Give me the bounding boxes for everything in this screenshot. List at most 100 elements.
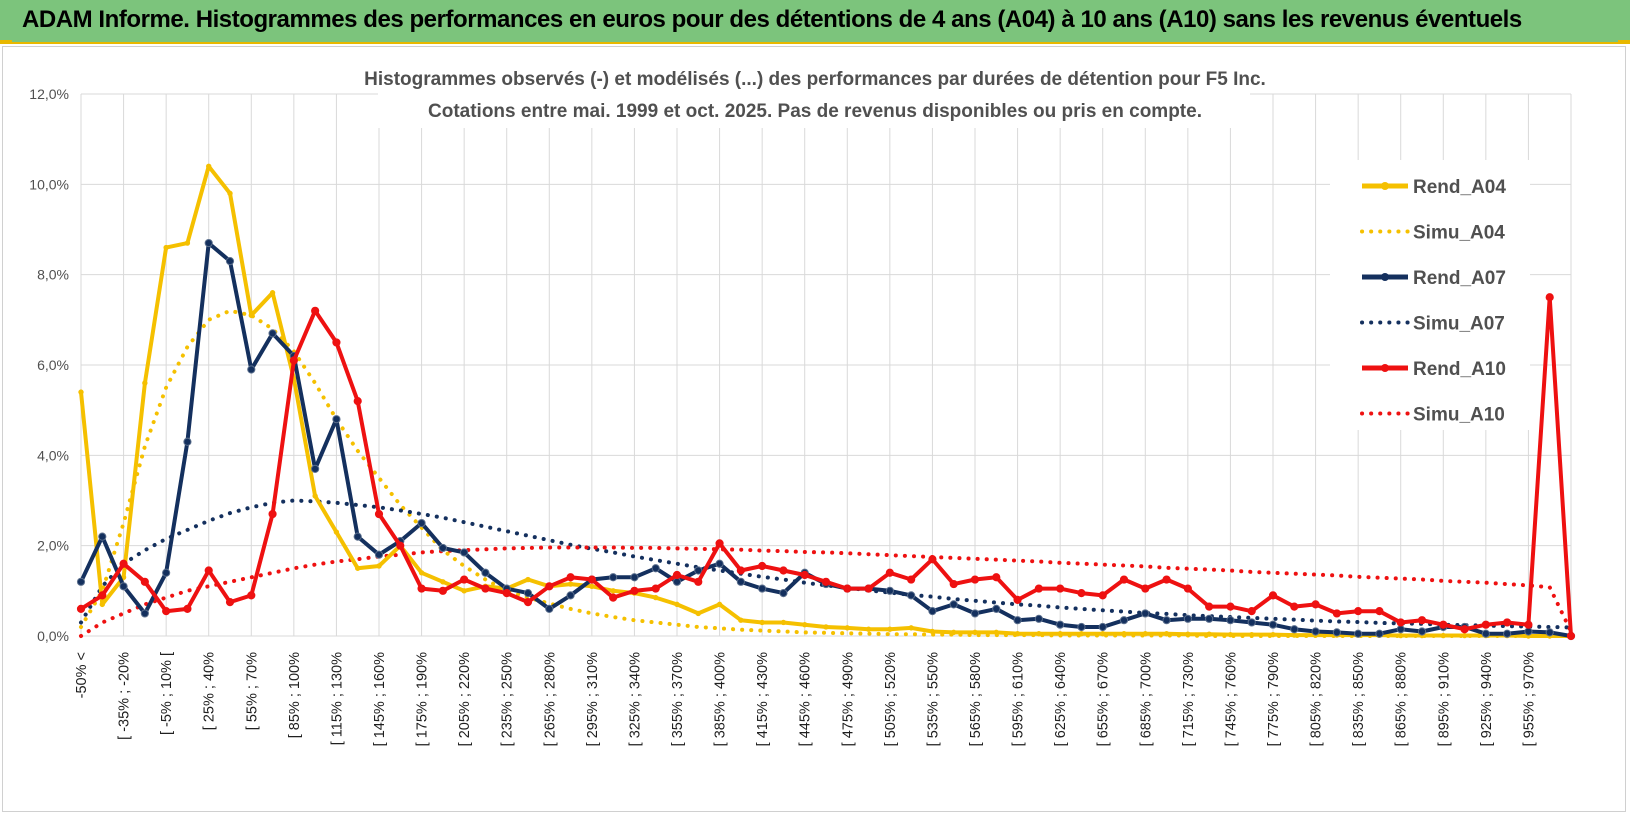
data-point-rend-a10: [609, 593, 618, 602]
data-point-rend-a04: [1036, 631, 1042, 637]
data-point-rend-a04: [376, 563, 382, 569]
data-point-rend-a07: [1056, 620, 1065, 629]
data-point-rend-a07: [353, 532, 362, 541]
data-point-rend-a10: [1524, 620, 1533, 629]
x-tick-label: [ -35% ; -20%: [117, 652, 133, 740]
data-point-rend-a07: [247, 365, 256, 374]
data-point-rend-a07: [1205, 614, 1214, 623]
data-point-rend-a04: [674, 601, 680, 608]
x-tick-label: [ 535% ; 550%: [925, 652, 941, 746]
data-point-rend-a04: [312, 493, 318, 499]
data-point-rend-a10: [140, 577, 149, 586]
data-point-rend-a10: [502, 588, 511, 598]
data-point-rend-a04: [440, 579, 446, 585]
data-point-rend-a10: [1034, 584, 1043, 593]
data-point-rend-a10: [587, 575, 596, 584]
data-point-rend-a07: [417, 518, 426, 528]
data-point-rend-a07: [460, 548, 469, 557]
data-point-rend-a07: [183, 437, 192, 446]
chart-title-line1: Histogrammes observés (-) et modélisés (…: [364, 69, 1266, 90]
data-point-rend-a10: [630, 586, 639, 595]
y-tick-label: 0,0%: [37, 628, 69, 644]
data-point-rend-a04: [206, 163, 212, 169]
data-point-rend-a10: [1119, 575, 1129, 584]
data-point-rend-a07: [1354, 629, 1363, 638]
legend-marker-rend-a07: [1381, 273, 1389, 281]
data-point-rend-a10: [1183, 584, 1192, 593]
data-point-rend-a04: [1398, 632, 1404, 639]
data-point-rend-a07: [523, 588, 533, 598]
data-point-rend-a07: [672, 577, 682, 586]
x-tick-label: [ 385% ; 400%: [713, 652, 729, 746]
data-point-rend-a10: [1566, 631, 1576, 641]
data-point-rend-a04: [844, 625, 850, 631]
data-point-rend-a10: [1354, 607, 1363, 616]
page-title: ADAM Informe. Histogrammes des performan…: [22, 6, 1522, 33]
data-point-rend-a10: [694, 577, 703, 586]
chart-frame: [2, 46, 1626, 812]
y-tick-label: 4,0%: [37, 447, 69, 463]
x-tick-label: [ 55% ; 70%: [244, 652, 260, 730]
data-point-rend-a10: [1439, 620, 1448, 629]
data-point-rend-a04: [248, 312, 254, 319]
x-tick-label: [ 865% ; 880%: [1394, 652, 1410, 746]
data-point-rend-a07: [1162, 616, 1171, 625]
x-tick-label: [ 175% ; 190%: [415, 652, 431, 746]
data-point-rend-a04: [355, 565, 361, 571]
legend-background: [1330, 160, 1530, 430]
data-point-rend-a04: [142, 380, 148, 386]
data-point-rend-a10: [396, 541, 405, 550]
data-point-rend-a04: [163, 244, 169, 251]
data-point-rend-a04: [525, 576, 531, 583]
x-tick-label: [ 115% ; 130%: [329, 652, 345, 745]
data-point-rend-a07: [1290, 625, 1299, 634]
data-point-rend-a07: [1034, 614, 1043, 623]
data-point-rend-a04: [1185, 631, 1191, 637]
corner-mark-left: [0, 40, 12, 44]
data-point-rend-a10: [672, 570, 682, 580]
axes: 0,0% 2,0% 4,0% 6,0% 8,0% 10,0% 12,0% -50% < [ -3…: [29, 86, 1537, 746]
data-point-rend-a07: [1013, 616, 1022, 625]
data-point-rend-a10: [353, 397, 362, 406]
data-point-rend-a07: [1545, 628, 1554, 637]
header-banner: ADAM Informe. Histogrammes des performan…: [0, 0, 1630, 44]
data-point-rend-a10: [545, 582, 554, 591]
data-point-rend-a10: [119, 559, 128, 568]
data-point-rend-a04: [1014, 631, 1021, 637]
data-point-rend-a07: [630, 573, 639, 582]
data-point-rend-a04: [993, 629, 999, 636]
data-point-rend-a04: [759, 619, 765, 626]
data-point-rend-a07: [992, 604, 1001, 614]
data-point-rend-a04: [1227, 631, 1234, 638]
x-tick-label: [ 655% ; 670%: [1096, 652, 1112, 746]
data-point-rend-a07: [1311, 627, 1320, 636]
y-tick-label: 2,0%: [37, 538, 69, 554]
data-point-rend-a07: [332, 415, 341, 424]
data-point-rend-a04: [716, 601, 723, 608]
data-point-rend-a07: [76, 577, 86, 586]
data-point-rend-a10: [1396, 618, 1405, 627]
data-point-rend-a07: [204, 238, 213, 248]
x-tick-label: [ 145% ; 160%: [372, 652, 388, 746]
data-point-rend-a10: [481, 584, 490, 593]
x-tick-label: [ 415% ; 430%: [755, 652, 771, 746]
data-point-rend-a04: [1078, 631, 1085, 637]
data-point-rend-a07: [545, 604, 554, 614]
data-point-rend-a04: [1057, 631, 1063, 637]
chart-title-line2: Cotations entre mai. 1999 et oct. 2025. …: [428, 101, 1202, 122]
x-tick-label: [ 955% ; 970%: [1521, 652, 1537, 746]
corner-mark-right: [1618, 40, 1630, 44]
data-point-rend-a07: [609, 573, 618, 582]
data-point-rend-a10: [1503, 618, 1512, 627]
data-point-rend-a07: [1183, 614, 1192, 623]
data-point-rend-a07: [1524, 627, 1533, 636]
data-point-rend-a04: [1142, 631, 1148, 637]
data-point-rend-a10: [1332, 609, 1341, 618]
data-point-rend-a10: [800, 570, 809, 580]
data-point-rend-a07: [1119, 616, 1129, 625]
legend-marker-rend-a10: [1381, 364, 1389, 372]
data-point-rend-a04: [865, 626, 872, 632]
data-point-rend-a07: [651, 564, 660, 573]
data-point-rend-a07: [1481, 629, 1490, 638]
data-point-rend-a04: [269, 290, 276, 296]
